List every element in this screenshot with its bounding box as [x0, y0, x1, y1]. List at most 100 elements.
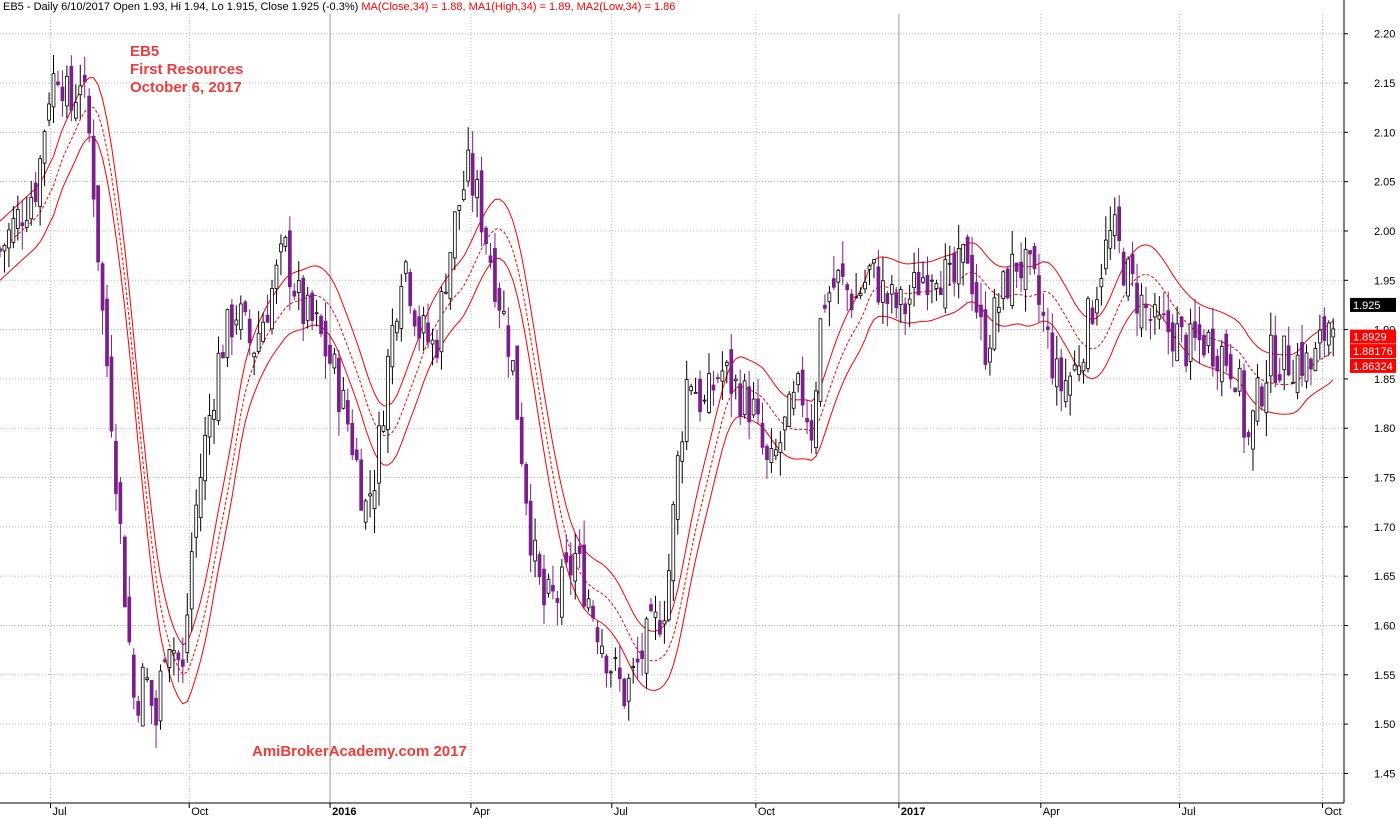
candle-body	[265, 315, 270, 323]
y-tick-label: 2.20	[1374, 29, 1395, 41]
candle-body	[24, 219, 29, 228]
candle-body	[1086, 298, 1090, 369]
candle-body	[649, 604, 653, 612]
chart-header: EB5 - Daily 6/10/2017 Open 1.93, Hi 1.94…	[3, 1, 675, 13]
candle-body	[390, 324, 395, 368]
candle-body	[1117, 206, 1122, 242]
candle-body	[203, 434, 207, 482]
candle-body	[457, 205, 462, 211]
candle-body	[212, 410, 216, 420]
candle-body	[510, 360, 515, 372]
candle-body	[965, 236, 970, 264]
x-tick-label: 2017	[901, 806, 925, 818]
y-tick-label: 1.65	[1374, 571, 1395, 583]
candle-body	[586, 598, 591, 609]
candle-body	[435, 339, 439, 358]
candle-body	[363, 500, 368, 523]
candle-body	[65, 76, 69, 107]
candle-body	[1050, 332, 1055, 379]
candle-body	[894, 292, 899, 309]
candle-body	[854, 296, 858, 299]
candle-body	[782, 416, 787, 431]
candle-body	[1228, 354, 1233, 380]
candle-body	[243, 301, 248, 313]
candle-body	[399, 286, 404, 329]
candle-body	[568, 555, 573, 576]
anno-ticker: EB5	[130, 43, 159, 60]
label-ma-close-bg	[1350, 344, 1396, 359]
candle-body	[537, 554, 542, 578]
candle-body	[1023, 248, 1028, 291]
y-tick-label: 1.50	[1374, 719, 1395, 731]
candle-body	[667, 570, 671, 621]
candle-body	[47, 103, 51, 121]
candle-body	[287, 230, 292, 288]
y-tick-label: 1.60	[1374, 620, 1395, 632]
candle-body	[118, 482, 123, 524]
candle-body	[466, 149, 471, 182]
candle-body	[1130, 253, 1135, 275]
candle-body	[1072, 364, 1077, 371]
candle-body	[1219, 346, 1224, 383]
candle-body	[426, 322, 430, 343]
candle-body	[555, 598, 560, 603]
candle-body	[662, 620, 667, 625]
candle-body	[172, 650, 176, 654]
candle-body	[386, 355, 390, 430]
label-last-close: 1.925	[1353, 300, 1381, 312]
candle-body	[876, 266, 881, 303]
candle-body	[1014, 262, 1019, 272]
anno-watermark: AmiBrokerAcademy.com 2017	[252, 743, 467, 760]
candle-body	[1309, 358, 1313, 370]
candle-body	[91, 135, 96, 200]
candle-body	[131, 654, 136, 698]
candle-body	[377, 425, 381, 484]
candle-body	[408, 272, 413, 307]
candle-body	[198, 477, 203, 519]
candle-body	[921, 277, 925, 283]
label-ma-high: 1.8929	[1353, 332, 1387, 344]
candle-body	[1099, 278, 1104, 288]
candle-body	[274, 264, 279, 290]
candle-body	[149, 679, 154, 706]
candle-body	[1286, 345, 1291, 376]
candle-body	[1126, 258, 1130, 297]
candle-body	[470, 153, 475, 196]
candle-body	[961, 244, 965, 263]
candle-body	[221, 352, 225, 359]
candle-body	[296, 280, 301, 293]
candle-body	[305, 294, 310, 321]
candle-body	[751, 398, 756, 416]
candle-body	[818, 318, 823, 402]
candle-body	[943, 259, 948, 309]
candle-body	[252, 352, 257, 358]
candle-body	[653, 611, 658, 618]
candle-body	[903, 303, 908, 315]
candle-body	[11, 217, 16, 243]
candle-body	[956, 248, 961, 285]
candle-body	[176, 652, 181, 661]
candle-body	[551, 584, 555, 592]
candle-body	[885, 293, 890, 305]
candle-body	[100, 263, 105, 311]
candle-body	[1318, 329, 1322, 344]
candle-body	[96, 185, 100, 263]
candle-body	[497, 287, 502, 311]
candle-body	[403, 261, 408, 274]
candle-body	[33, 182, 38, 202]
candle-body	[1010, 253, 1015, 306]
y-tick-label: 1.80	[1374, 423, 1395, 435]
candle-body	[778, 442, 783, 453]
candle-body	[216, 352, 221, 422]
candle-body	[939, 287, 943, 296]
candle-body	[345, 400, 350, 425]
candle-body	[368, 493, 372, 497]
candle-body	[617, 667, 622, 680]
candle-body	[1135, 282, 1139, 314]
candle-body	[765, 445, 769, 461]
candle-body	[1211, 328, 1215, 367]
candle-body	[631, 666, 636, 668]
moving-averages	[0, 77, 1334, 705]
candle-body	[809, 420, 814, 441]
